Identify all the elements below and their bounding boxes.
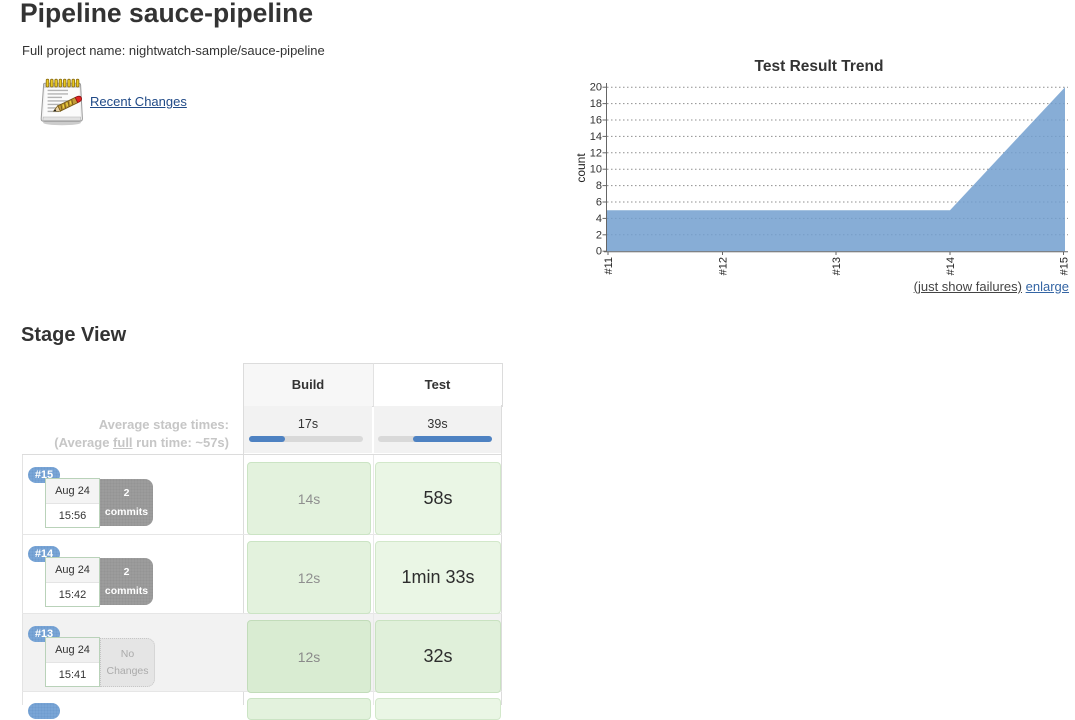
svg-text:10: 10 [590, 164, 602, 176]
svg-text:0: 0 [596, 246, 602, 258]
svg-text:20: 20 [590, 82, 602, 94]
svg-text:#13: #13 [831, 257, 843, 275]
svg-text:12: 12 [590, 147, 602, 159]
svg-text:16: 16 [590, 115, 602, 127]
svg-text:#15: #15 [1059, 257, 1071, 275]
svg-text:Test Result Trend: Test Result Trend [755, 58, 884, 75]
svg-text:#11: #11 [603, 257, 615, 275]
svg-text:18: 18 [590, 98, 602, 110]
svg-text:4: 4 [596, 213, 602, 225]
svg-text:6: 6 [596, 197, 602, 209]
svg-text:#12: #12 [718, 257, 730, 275]
svg-text:8: 8 [596, 180, 602, 192]
svg-text:count: count [574, 153, 588, 183]
svg-text:2: 2 [596, 229, 602, 241]
svg-text:#14: #14 [945, 257, 957, 275]
svg-text:14: 14 [590, 131, 602, 143]
